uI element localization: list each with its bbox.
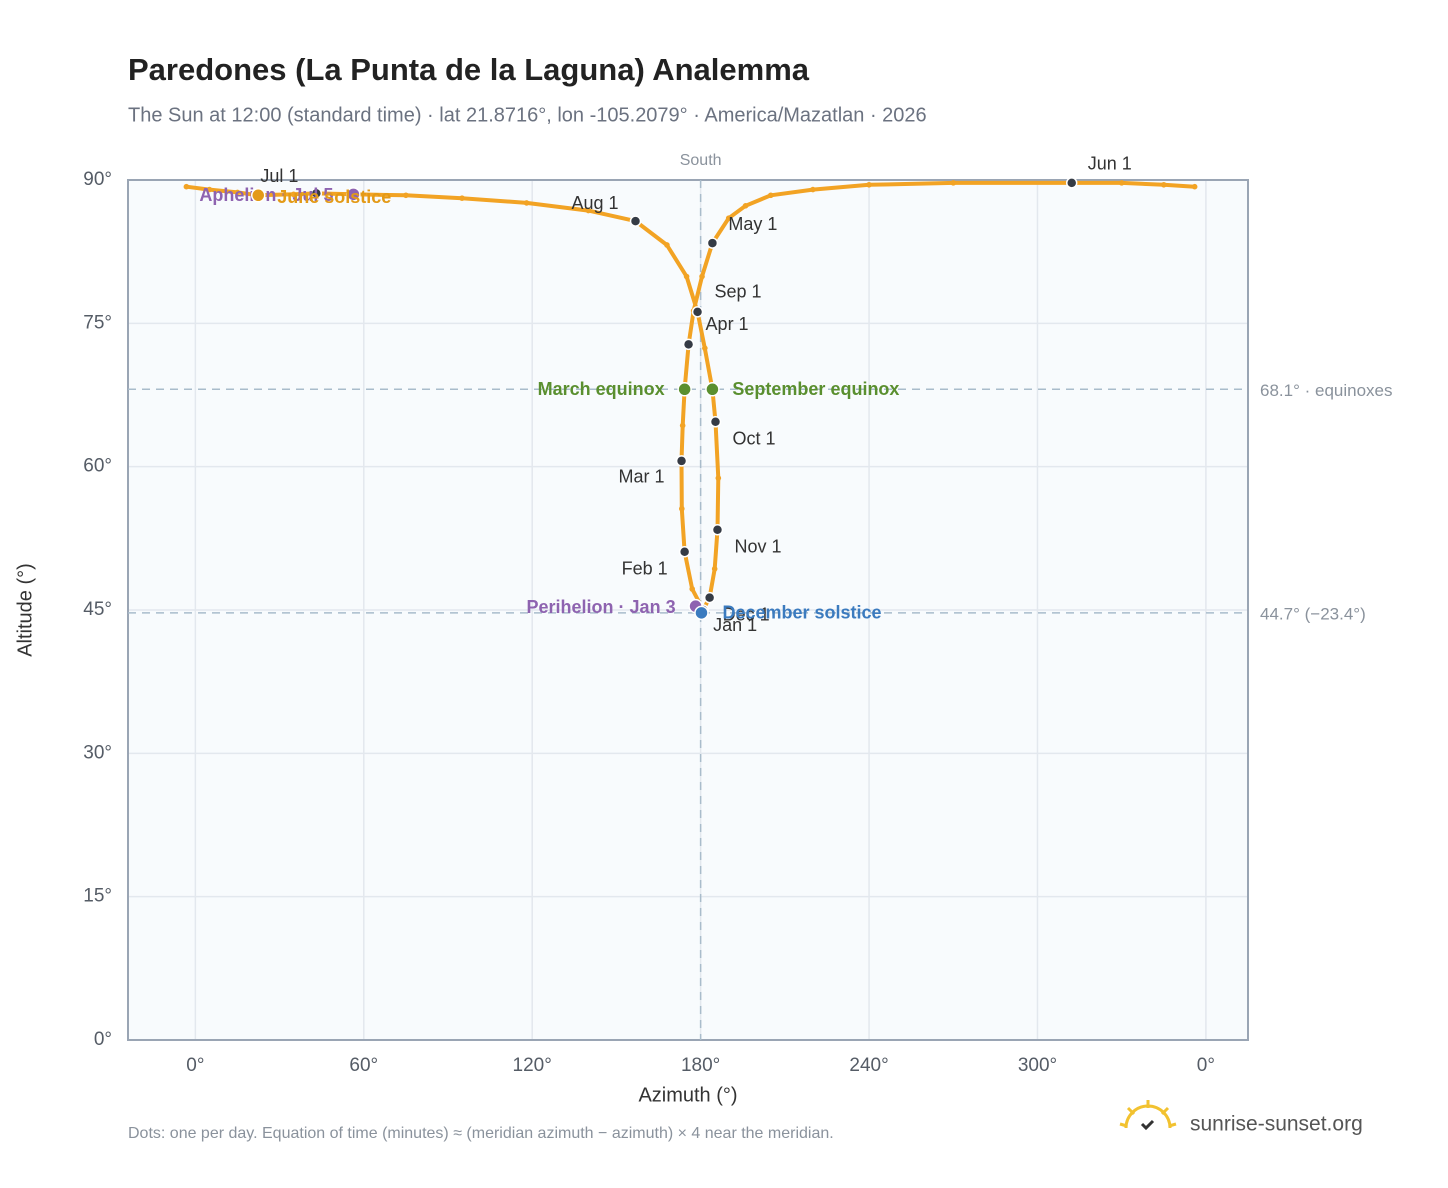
marker: [705, 382, 720, 397]
day-dot: [679, 422, 686, 429]
marker-label: Jan 1: [713, 615, 757, 635]
x-tick-label: 240°: [849, 1055, 888, 1076]
day-dot: [715, 475, 722, 481]
day-dot: [206, 186, 213, 193]
day-dot: [664, 242, 670, 248]
marker: [691, 306, 704, 318]
y-axis-label: Altitude (°): [14, 563, 36, 657]
reference-label: 44.7° (−23.4°): [1260, 604, 1366, 623]
y-tick-label: 45°: [83, 599, 112, 620]
y-tick-label: 60°: [83, 456, 112, 477]
marker: [706, 237, 719, 249]
plot-border: [127, 179, 1249, 1041]
x-tick-label: 180°: [681, 1055, 720, 1076]
marker-label: Aug 1: [571, 193, 618, 213]
chart-subtitle: The Sun at 12:00 (standard time) · lat 2…: [128, 104, 927, 126]
y-tick-label: 90°: [83, 169, 112, 190]
day-dot: [1160, 181, 1167, 188]
marker-label: Dec 1: [723, 604, 770, 624]
marker-label: June solstice: [277, 187, 391, 207]
y-tick-label: 30°: [83, 742, 112, 763]
marker-label: Nov 1: [734, 536, 781, 556]
marker-label: Aphelion · Jul 5: [199, 185, 333, 205]
x-tick-label: 0°: [186, 1055, 204, 1076]
y-tick-label: 15°: [83, 886, 112, 907]
day-dot: [768, 192, 774, 199]
marker: [711, 523, 724, 536]
marker: [703, 591, 716, 604]
x-axis-label: Azimuth (°): [638, 1084, 737, 1106]
x-tick-label: 300°: [1018, 1055, 1057, 1076]
marker-label: Mar 1: [619, 467, 665, 487]
day-dot: [234, 189, 241, 196]
marker-label: May 1: [728, 214, 777, 234]
day-dot: [742, 203, 749, 209]
day-dot: [699, 273, 705, 280]
marker-label: Perihelion · Jan 3: [527, 597, 676, 617]
marker-label: Sep 1: [715, 282, 762, 302]
chart-title: Paredones (La Punta de la Laguna) Analem…: [128, 52, 810, 87]
reference-label: South: [680, 152, 722, 169]
day-dot: [459, 195, 465, 201]
brand-logo: [1119, 1100, 1177, 1131]
marker-label: Jun 1: [1088, 154, 1132, 174]
marker-label: Apr 1: [706, 314, 749, 334]
x-tick-label: 60°: [349, 1055, 378, 1076]
day-dot: [810, 186, 816, 193]
marker: [1065, 177, 1078, 189]
marker-label: March equinox: [538, 379, 665, 399]
day-dot: [711, 566, 718, 572]
day-dot: [403, 192, 409, 199]
x-tick-label: 120°: [513, 1055, 552, 1076]
marker: [310, 187, 323, 200]
day-dot: [950, 180, 957, 186]
marker: [346, 187, 361, 202]
marker-label: Feb 1: [622, 558, 668, 578]
marker: [675, 455, 688, 467]
marker: [682, 338, 695, 351]
marker: [694, 605, 709, 621]
day-dot: [866, 181, 872, 188]
day-dot: [683, 273, 690, 280]
day-dot: [702, 345, 708, 351]
day-dot: [1118, 180, 1125, 186]
day-dot: [183, 183, 190, 190]
y-tick-label: 0°: [94, 1029, 112, 1050]
x-tick-label: 0°: [1197, 1055, 1215, 1076]
marker: [629, 215, 642, 227]
marker: [250, 188, 266, 203]
marker-label: September equinox: [732, 379, 899, 399]
marker-label: Oct 1: [733, 429, 776, 449]
marker-label: December solstice: [722, 603, 881, 623]
day-dot: [585, 207, 592, 214]
y-tick-label: 75°: [83, 312, 112, 333]
reference-label: 68.1° · equinoxes: [1260, 381, 1393, 400]
footnote: Dots: one per day. Equation of time (min…: [128, 1125, 834, 1142]
marker-label: Jul 1: [260, 166, 298, 186]
day-dot: [725, 215, 732, 222]
day-dot: [689, 586, 696, 592]
day-dot: [523, 200, 530, 206]
day-dot: [679, 505, 685, 512]
marker: [709, 416, 722, 428]
marker: [677, 382, 692, 397]
marker: [678, 545, 691, 558]
brand: sunrise-sunset.org: [1190, 1113, 1363, 1136]
day-dot: [1191, 183, 1198, 190]
day-dot: [290, 191, 297, 198]
